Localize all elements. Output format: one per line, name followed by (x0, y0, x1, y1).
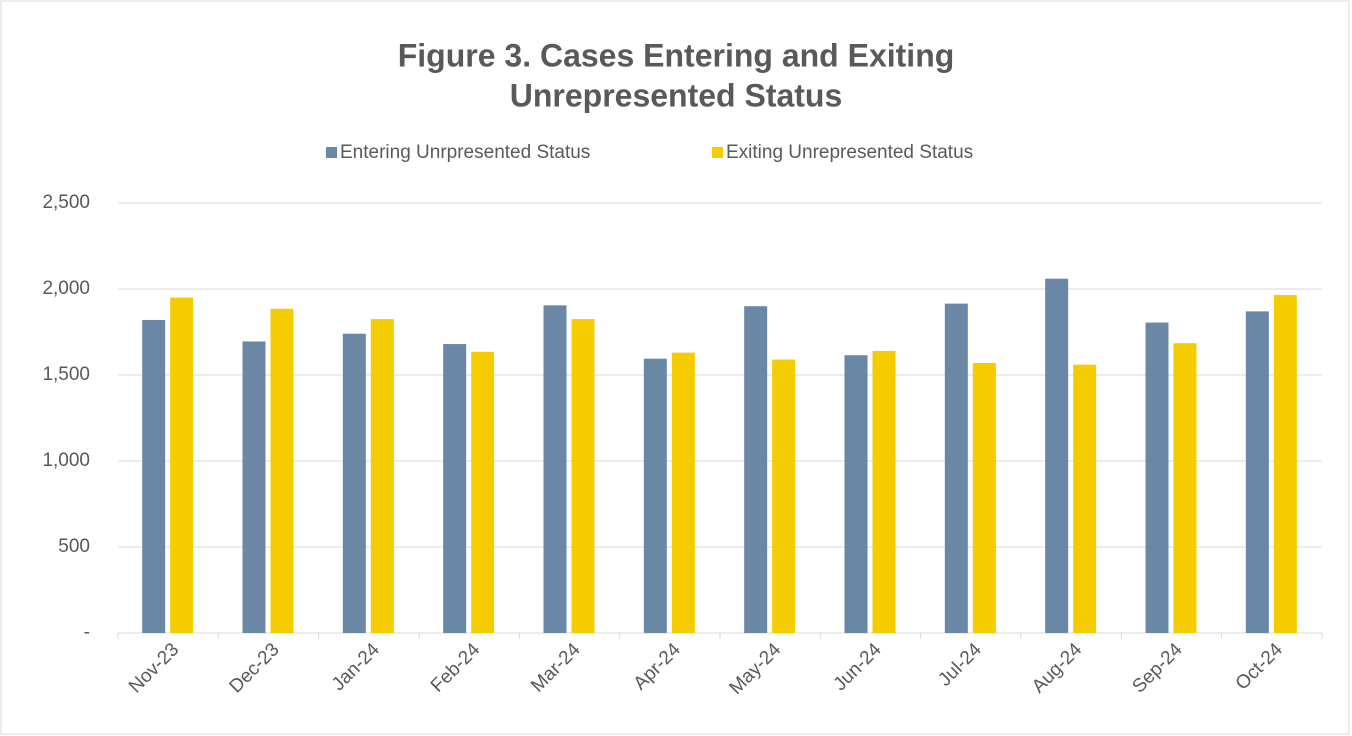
bar (471, 351, 495, 633)
legend-swatch (712, 147, 723, 158)
bar (844, 355, 868, 633)
y-tick-label: 1,500 (42, 364, 90, 385)
bar (242, 341, 266, 633)
bar (872, 350, 896, 633)
bar (1073, 364, 1097, 633)
bar (1045, 278, 1069, 633)
bar (1245, 311, 1269, 633)
bar (571, 319, 595, 633)
bar (543, 305, 567, 633)
legend-label: Exiting Unrepresented Status (726, 142, 973, 163)
legend-label: Entering Unrpresented Status (340, 142, 590, 163)
y-tick-label: 2,500 (42, 192, 90, 213)
bar (1173, 343, 1197, 633)
legend-swatch (326, 147, 337, 158)
bar (1273, 295, 1297, 633)
y-tick-label: - (84, 622, 90, 643)
bar (744, 306, 768, 633)
bar (972, 362, 996, 633)
bar (370, 319, 394, 633)
y-tick-label: 500 (58, 536, 90, 557)
y-tick-label: 2,000 (42, 278, 90, 299)
bar (342, 333, 366, 633)
y-tick-label: 1,000 (42, 450, 90, 471)
bar (170, 297, 194, 633)
chart-title: Unrepresented Status (510, 77, 843, 113)
chart-title: Figure 3. Cases Entering and Exiting (398, 37, 955, 73)
bar (671, 352, 695, 633)
bar (142, 319, 166, 633)
bar (772, 359, 796, 633)
bar (270, 308, 294, 633)
bar (1145, 322, 1169, 633)
bar (443, 344, 467, 633)
bar (643, 358, 667, 633)
bar (944, 303, 968, 633)
